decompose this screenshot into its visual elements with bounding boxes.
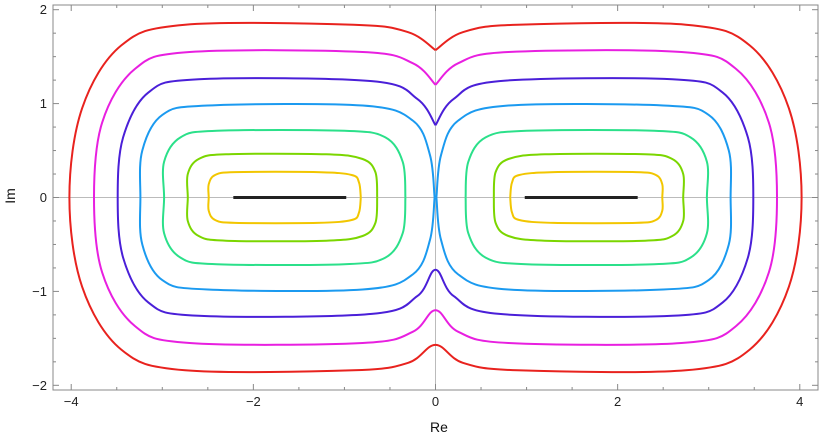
series-layer xyxy=(68,21,803,374)
y-tick-label: 1 xyxy=(40,96,47,111)
x-tick-label: 0 xyxy=(432,394,439,409)
contour-line-3 xyxy=(492,152,685,243)
contour-line-2 xyxy=(186,152,379,243)
x-axis-label: Re xyxy=(430,419,448,435)
contour-line-5 xyxy=(464,128,710,267)
x-tick-label: 4 xyxy=(796,394,803,409)
x-tick-label: 2 xyxy=(614,394,621,409)
contour-line-10 xyxy=(68,21,803,374)
y-axis-label: Im xyxy=(2,188,18,204)
y-tick-label: 0 xyxy=(40,190,47,205)
contour-line-9 xyxy=(93,49,778,346)
y-tick-label: −2 xyxy=(32,378,47,393)
x-tick-label: −2 xyxy=(246,394,261,409)
contour-line-8 xyxy=(116,77,755,318)
axes-layer xyxy=(53,5,818,390)
contour-line-0 xyxy=(207,170,362,225)
y-tick-label: 2 xyxy=(40,2,47,17)
x-tick-label: −4 xyxy=(64,394,79,409)
contour-line-7 xyxy=(435,102,733,293)
contour-line-6 xyxy=(138,102,436,293)
contour-line-4 xyxy=(161,128,407,267)
y-tick-label: −1 xyxy=(32,284,47,299)
ticks-layer: −4 −2 0 2 4 −2 −1 0 1 2 xyxy=(32,2,818,409)
contour-line-1 xyxy=(509,170,664,225)
